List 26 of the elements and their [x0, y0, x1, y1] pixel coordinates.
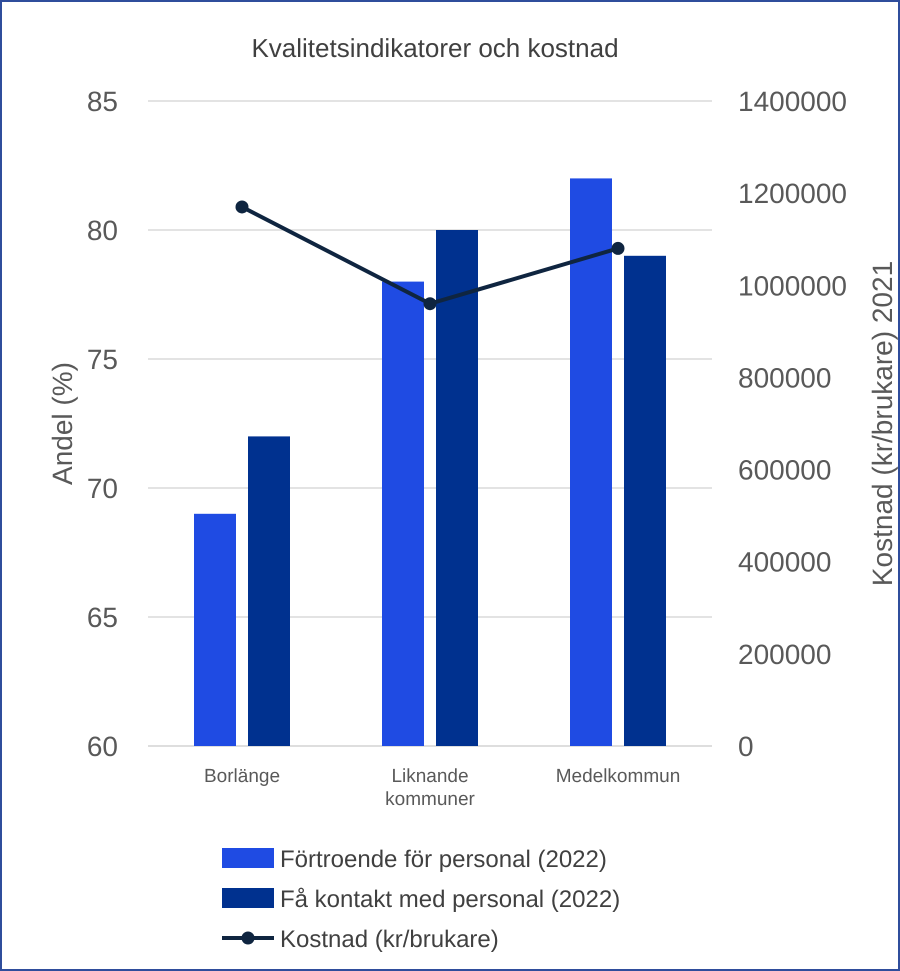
legend-label: Förtroende för personal (2022) [280, 846, 607, 873]
y-tick-label: 75 [86, 344, 118, 375]
y2-tick-label: 600000 [738, 454, 832, 486]
y-tick-label: 80 [86, 215, 118, 246]
y2-tick-label: 1400000 [738, 86, 848, 117]
point [612, 242, 624, 255]
y2-tick-label: 1200000 [738, 178, 848, 210]
x-tick-label: Medelkommun [556, 766, 680, 787]
y-tick-label: 60 [86, 731, 118, 762]
legend-label: Få kontakt med personal (2022) [280, 886, 620, 913]
legend-label: Kostnad (kr/brukare) [280, 926, 499, 953]
y-axis-title: Andel (%) [47, 362, 78, 485]
point [424, 297, 436, 310]
y2-tick-label: 0 [738, 731, 754, 762]
y2-tick-label: 1000000 [738, 270, 848, 302]
y-tick-label: 70 [86, 473, 118, 504]
x-tick-label: Borlänge [204, 766, 280, 787]
y2-axis-title: Kostnad (kr/brukare) 2021 [867, 260, 898, 586]
y2-tick-label: 800000 [738, 362, 832, 394]
y-tick-label: 65 [86, 602, 118, 633]
point [236, 200, 248, 214]
y2-tick-label: 200000 [738, 638, 832, 670]
x-tick-label: Liknande kommuner [385, 766, 476, 810]
y-tick-label: 85 [86, 86, 118, 117]
chart-title: Kvalitetsindikatorer och kostnad [251, 33, 619, 63]
y2-tick-label: 400000 [738, 546, 832, 578]
